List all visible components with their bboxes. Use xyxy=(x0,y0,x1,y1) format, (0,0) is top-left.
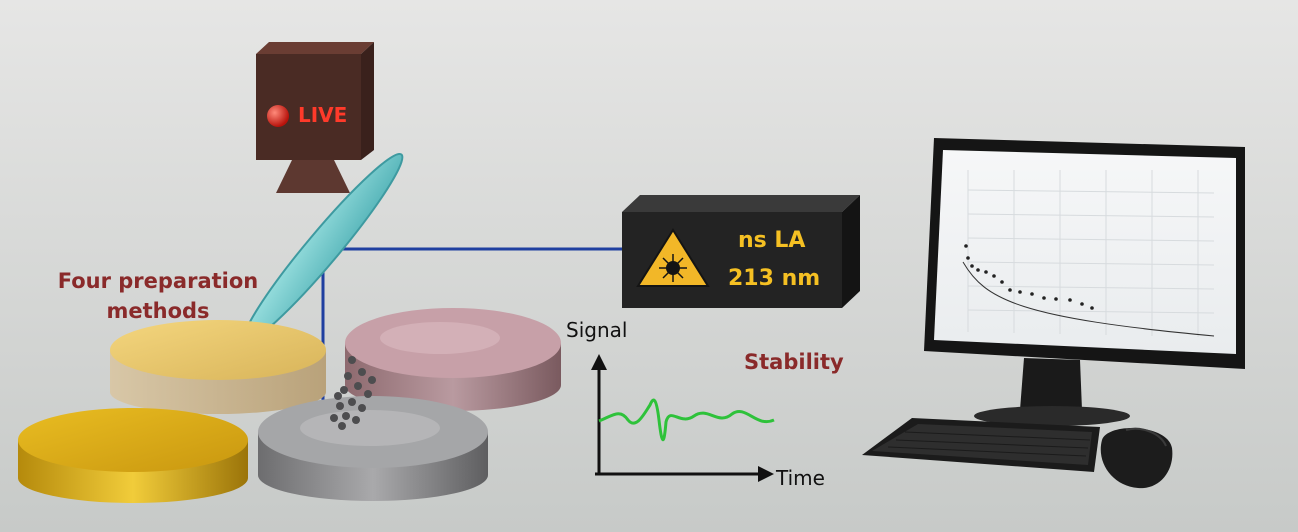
ablation-plume xyxy=(330,356,376,430)
monitor xyxy=(924,138,1245,426)
preparation-label-line1: Four preparation xyxy=(57,269,259,293)
live-label: LIVE xyxy=(298,103,348,127)
keyboard xyxy=(862,418,1100,472)
sample-pink xyxy=(345,308,561,411)
sample-gold xyxy=(18,408,248,503)
sample-grey xyxy=(258,396,488,501)
live-camera xyxy=(256,42,374,193)
time-axis-label: Time xyxy=(776,466,825,490)
signal-trace xyxy=(598,398,775,442)
laser-type-label: ns LA xyxy=(738,228,806,253)
signal-axis-label: Signal xyxy=(566,318,628,342)
record-dot-icon xyxy=(267,105,289,127)
preparation-label: Four preparation methods xyxy=(48,266,268,326)
signal-plot xyxy=(591,354,775,482)
laser-wavelength-label: 213 nm xyxy=(728,266,821,291)
stability-label: Stability xyxy=(744,350,844,374)
mouse xyxy=(1100,427,1173,489)
laser-warning-icon xyxy=(636,228,710,287)
laser-source xyxy=(622,195,860,308)
sample-wood xyxy=(110,320,326,414)
preparation-label-line2: methods xyxy=(106,299,210,323)
